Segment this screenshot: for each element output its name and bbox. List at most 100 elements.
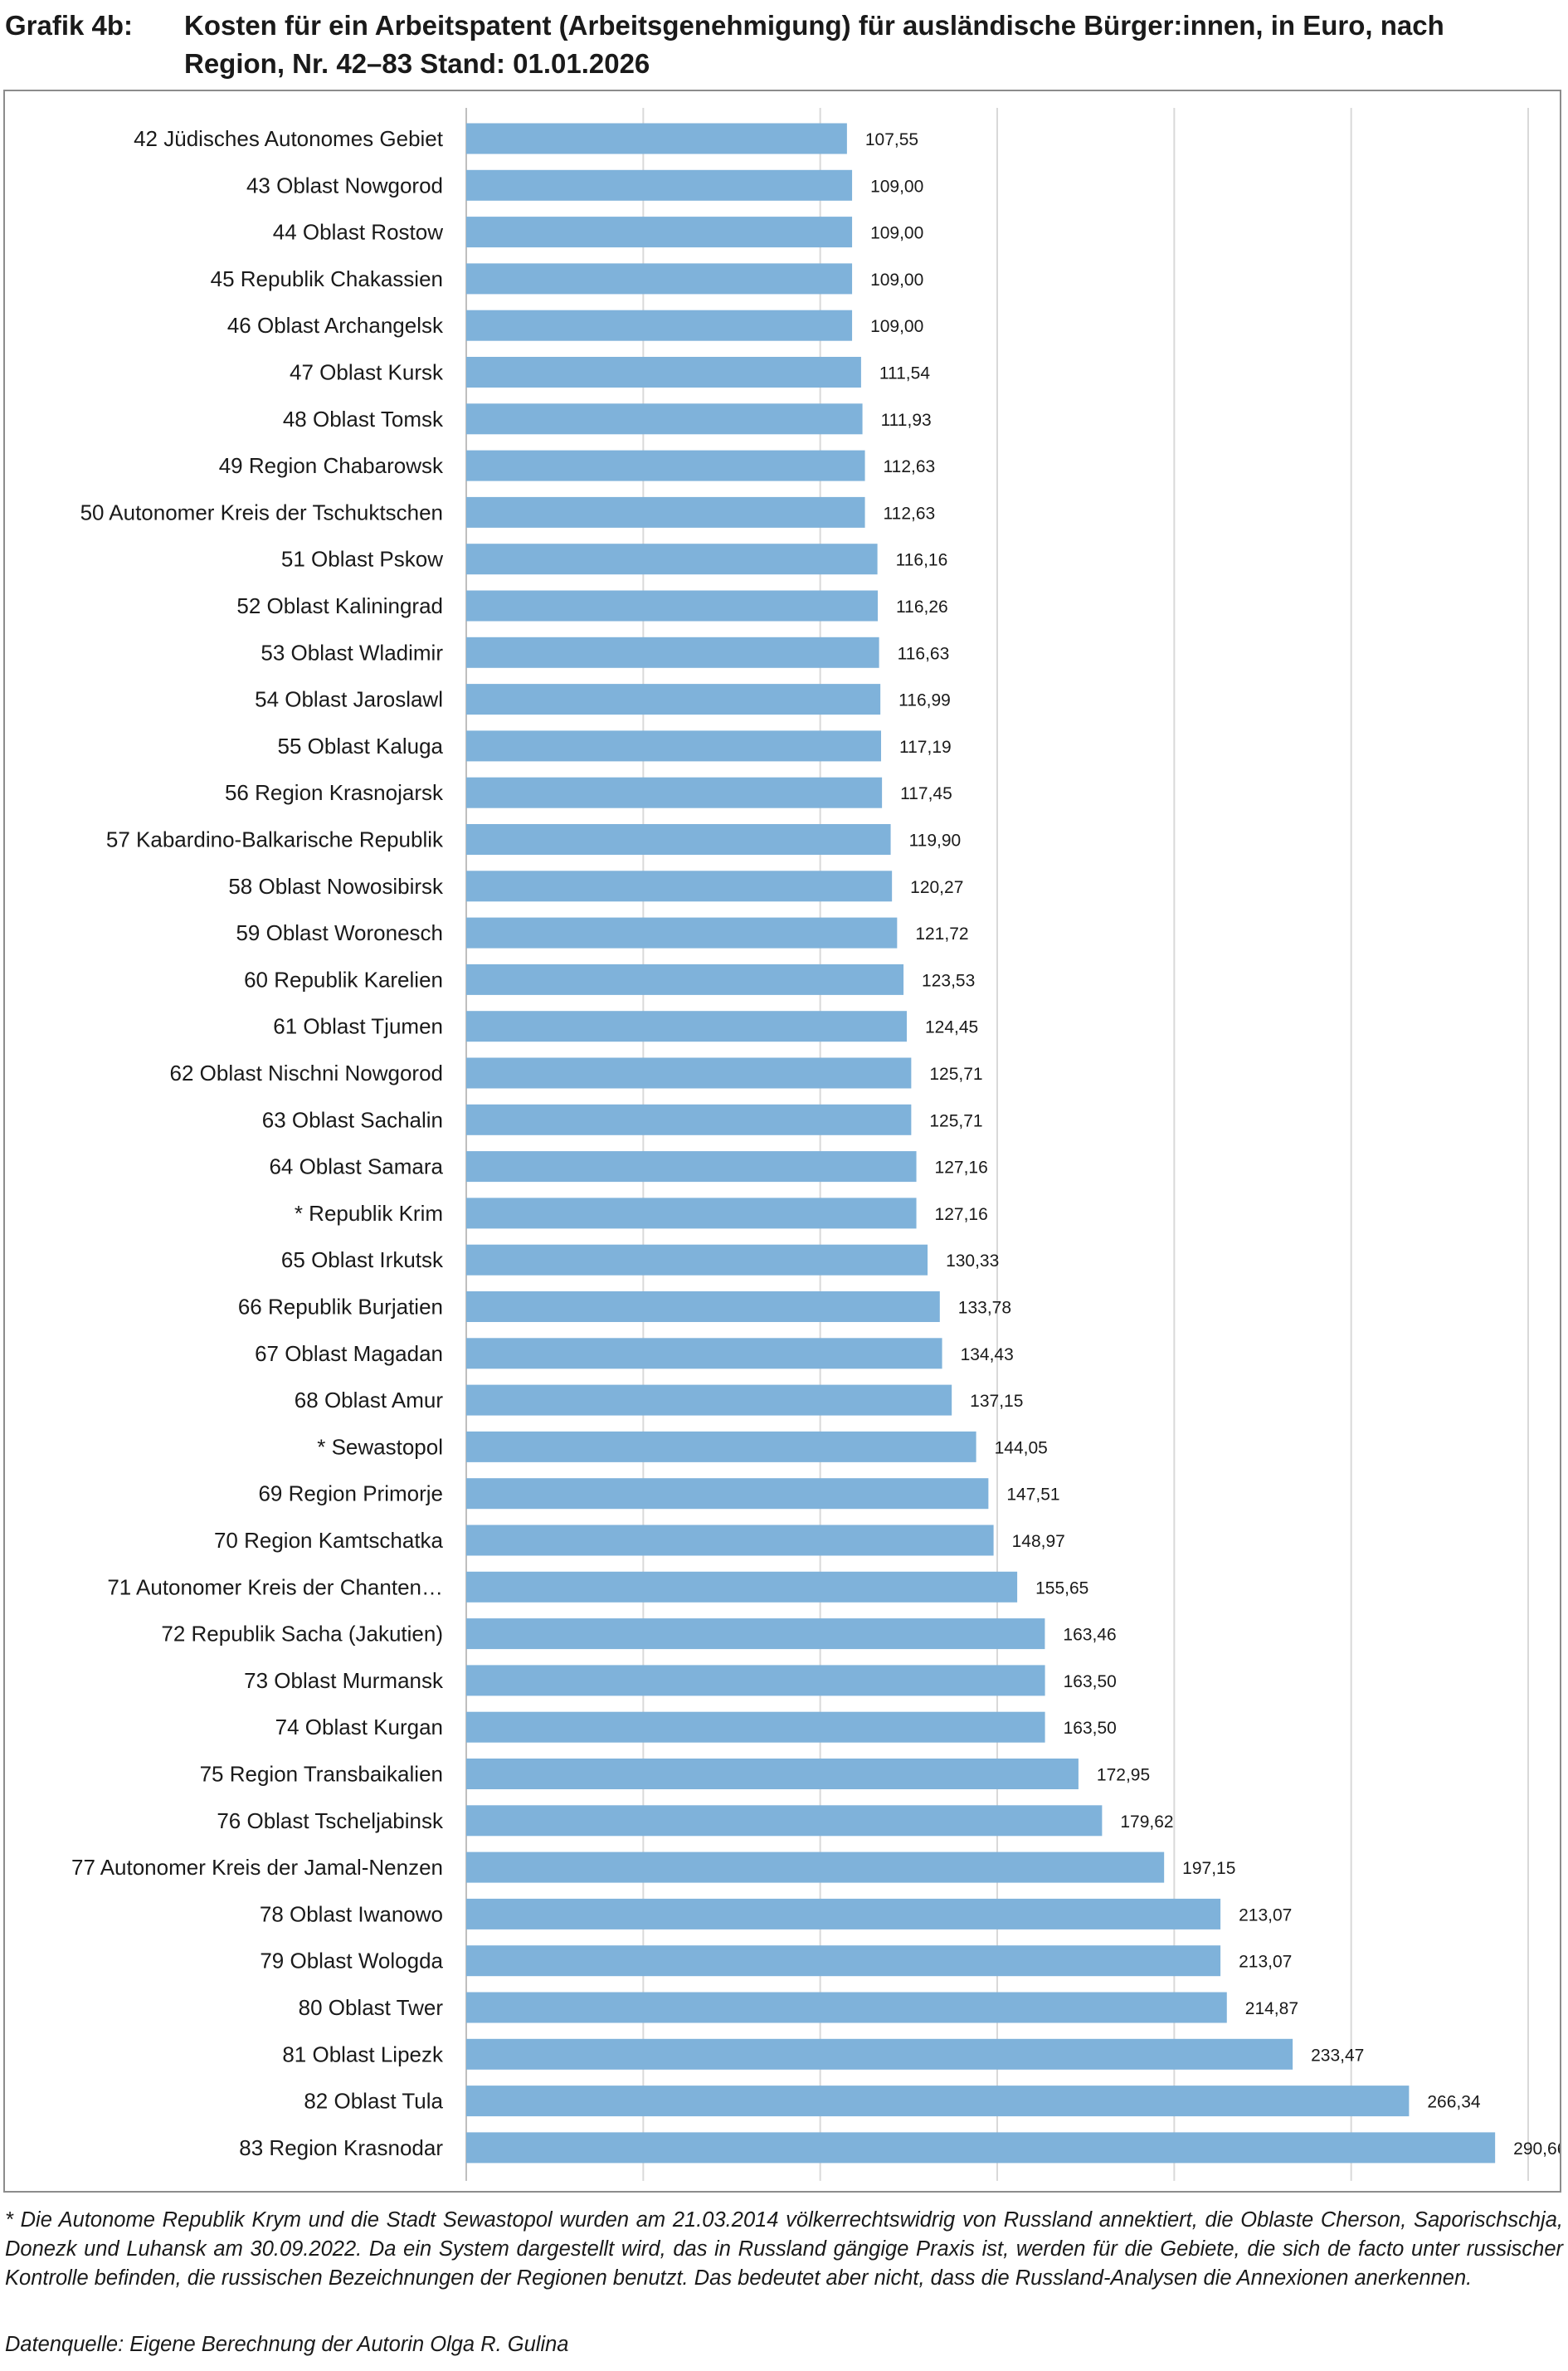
category-label: 70 Region Kamtschatka: [214, 1528, 444, 1553]
bar: [466, 263, 853, 295]
data-label: 109,00: [870, 271, 923, 290]
category-label: 63 Oblast Sachalin: [262, 1107, 443, 1132]
data-label: 112,63: [884, 504, 936, 523]
bar: [466, 777, 883, 808]
data-label: 134,43: [961, 1345, 1014, 1364]
data-label: 147,51: [1006, 1486, 1059, 1505]
bar: [466, 2132, 1496, 2164]
category-label: 67 Oblast Magadan: [255, 1341, 443, 1366]
category-label: 73 Oblast Murmansk: [244, 1668, 444, 1693]
data-label: 117,45: [900, 784, 952, 803]
category-label: 81 Oblast Lipezk: [282, 2042, 444, 2066]
bar: [466, 684, 881, 715]
bar: [466, 730, 882, 762]
data-label: 163,46: [1063, 1626, 1116, 1645]
bar: [466, 964, 904, 995]
bar: [466, 123, 847, 154]
bar: [466, 1571, 1018, 1603]
data-label: 233,47: [1311, 2046, 1364, 2065]
data-label: 116,63: [898, 644, 950, 663]
data-label: 172,95: [1097, 1766, 1150, 1785]
bar-chart: 42 Jüdisches Autonomes Gebiet 107,55 43 Ob…: [71, 108, 1560, 2181]
data-label: 266,34: [1427, 2093, 1481, 2112]
category-label: 48 Oblast Tomsk: [283, 407, 444, 432]
bar: [466, 496, 865, 528]
chart-frame: 42 Jüdisches Autonomes Gebiet 107,55 43 Ob…: [3, 90, 1561, 2193]
data-label: 116,26: [896, 598, 948, 617]
data-source: Datenquelle: Eigene Berechnung der Autor…: [5, 2333, 569, 2356]
category-label: 49 Region Chabarowsk: [219, 453, 444, 478]
category-label: 44 Oblast Rostow: [273, 220, 443, 245]
data-label: 119,90: [909, 832, 962, 851]
bar: [466, 1945, 1221, 1977]
category-label: 79 Oblast Wologda: [260, 1949, 443, 1973]
data-label: 125,71: [929, 1111, 982, 1130]
bar: [466, 1665, 1045, 1696]
category-label: * Sewastopol: [317, 1434, 443, 1459]
category-label: 77 Autonomer Kreis der Jamal-Nenzen: [71, 1855, 443, 1880]
data-label: 127,16: [935, 1159, 988, 1178]
category-label: 80 Oblast Twer: [299, 1995, 444, 2020]
data-label: 155,65: [1035, 1578, 1088, 1598]
bar: [466, 1104, 912, 1135]
category-label: 69 Region Primorje: [258, 1481, 443, 1506]
category-label: 78 Oblast Iwanowo: [260, 1901, 443, 1926]
bar: [466, 1618, 1045, 1650]
data-label: 213,07: [1239, 1905, 1292, 1925]
bar: [466, 637, 879, 668]
bar: [466, 2038, 1293, 2070]
data-label: 144,05: [995, 1438, 1048, 1457]
bar: [466, 1805, 1103, 1837]
category-label: 58 Oblast Nowosibirsk: [228, 874, 444, 899]
bar: [466, 1851, 1165, 1883]
category-label: 53 Oblast Wladimir: [261, 640, 443, 665]
data-label: 109,00: [870, 177, 923, 196]
bar: [466, 871, 893, 902]
bar: [466, 1057, 912, 1089]
category-label: 45 Republik Chakassien: [211, 266, 443, 291]
bar: [466, 1759, 1079, 1789]
data-label: 163,50: [1064, 1672, 1117, 1691]
data-label: 213,07: [1239, 1953, 1292, 1972]
category-label: 56 Region Krasnojarsk: [225, 780, 444, 805]
bar: [466, 1431, 976, 1462]
data-label: 109,00: [870, 224, 923, 243]
bar: [466, 917, 898, 949]
bar: [466, 544, 878, 575]
category-label: 83 Region Krasnodar: [239, 2135, 443, 2160]
category-label: 42 Jüdisches Autonomes Gebiet: [134, 126, 444, 151]
footnote: * Die Autonome Republik Krym und die Sta…: [5, 2208, 1563, 2290]
category-label: 60 Republik Karelien: [244, 967, 443, 992]
bar: [466, 1338, 942, 1369]
bar: [466, 1011, 907, 1042]
data-label: 125,71: [929, 1065, 982, 1084]
bar: [466, 1711, 1045, 1743]
category-label: 47 Oblast Kursk: [290, 360, 444, 385]
data-label: 123,53: [922, 971, 975, 990]
data-label: 121,72: [915, 924, 968, 944]
data-label: 109,00: [870, 317, 923, 336]
data-label: 111,93: [881, 411, 932, 430]
data-label: 137,15: [970, 1392, 1023, 1411]
category-label: 50 Autonomer Kreis der Tschuktschen: [80, 500, 443, 524]
category-label: 54 Oblast Jaroslawl: [255, 687, 443, 712]
bar: [466, 450, 865, 481]
data-label: 107,55: [865, 130, 918, 149]
data-label: 214,87: [1245, 1999, 1298, 2018]
category-label: 72 Republik Sacha (Jakutien): [161, 1622, 443, 1647]
category-label: 43 Oblast Nowgorod: [246, 173, 443, 198]
category-label: 68 Oblast Amur: [295, 1388, 444, 1412]
bar: [466, 1151, 917, 1183]
data-label: 116,99: [898, 691, 951, 710]
data-label: 124,45: [925, 1018, 978, 1037]
bar: [466, 1525, 994, 1556]
data-label: 120,27: [910, 878, 963, 897]
bar: [466, 1291, 940, 1322]
bar: [466, 1992, 1227, 2023]
data-label: 148,97: [1012, 1532, 1065, 1551]
category-label: 76 Oblast Tscheljabinsk: [217, 1808, 444, 1833]
bar: [466, 357, 861, 388]
data-label: 116,16: [896, 551, 948, 570]
bar: [466, 2086, 1410, 2117]
bar: [466, 1478, 989, 1510]
